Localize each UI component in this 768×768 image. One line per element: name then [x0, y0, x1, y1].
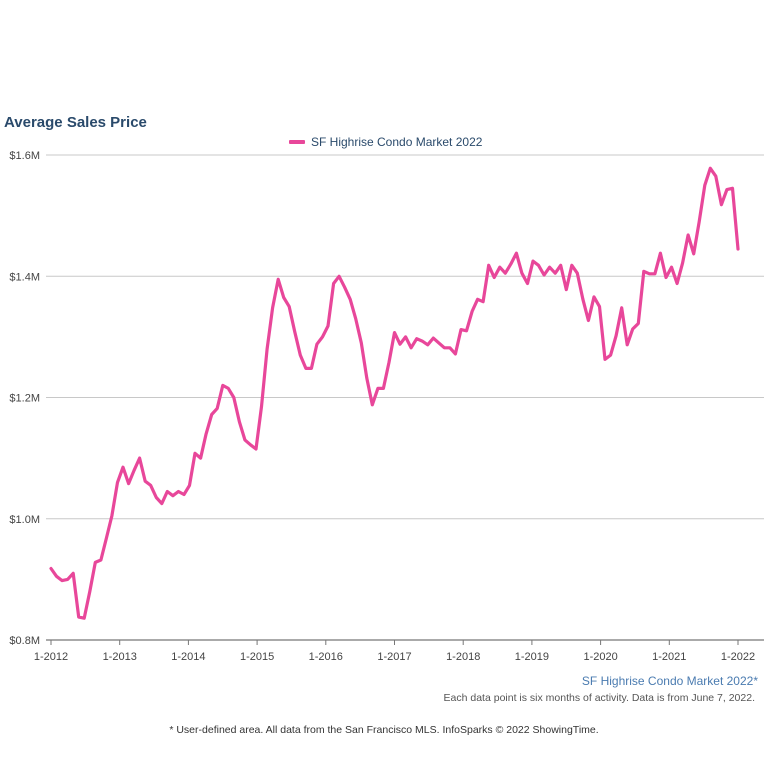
- footer-source: * User-defined area. All data from the S…: [169, 724, 599, 736]
- x-tick-label: 1-2021: [652, 651, 686, 663]
- x-tick-label: 1-2022: [721, 651, 755, 663]
- y-tick-label: $1.2M: [9, 393, 40, 405]
- x-tick-label: 1-2014: [171, 651, 205, 663]
- y-tick-label: $1.0M: [9, 514, 40, 526]
- x-tick-label: 1-2012: [34, 651, 68, 663]
- footer-series-label: SF Highrise Condo Market 2022*: [581, 674, 758, 688]
- y-tick-label: $0.8M: [9, 635, 40, 647]
- y-axis-labels: $0.8M $1.0M $1.2M $1.4M $1.6M: [9, 150, 40, 647]
- series-line[interactable]: [49, 166, 740, 620]
- x-tick-label: 1-2019: [515, 651, 549, 663]
- legend[interactable]: SF Highrise Condo Market 2022: [289, 135, 482, 149]
- y-tick-label: $1.4M: [9, 271, 40, 283]
- x-tick-label: 1-2013: [103, 651, 137, 663]
- x-tick-label: 1-2018: [446, 651, 480, 663]
- x-tick-label: 1-2016: [309, 651, 343, 663]
- x-tick-label: 1-2015: [240, 651, 274, 663]
- legend-label: SF Highrise Condo Market 2022: [311, 135, 483, 149]
- series-layer: [49, 166, 740, 620]
- chart-title: Average Sales Price: [4, 114, 147, 131]
- y-tick-label: $1.6M: [9, 150, 40, 162]
- x-tick-label: 1-2017: [377, 651, 411, 663]
- x-tick-label: 1-2020: [583, 651, 617, 663]
- x-axis: 1-2012 1-2013 1-2014 1-2015 1-2016 1-2017 1-20…: [34, 639, 764, 663]
- legend-swatch-icon: [289, 140, 305, 144]
- footer-note: Each data point is six months of activit…: [443, 692, 755, 704]
